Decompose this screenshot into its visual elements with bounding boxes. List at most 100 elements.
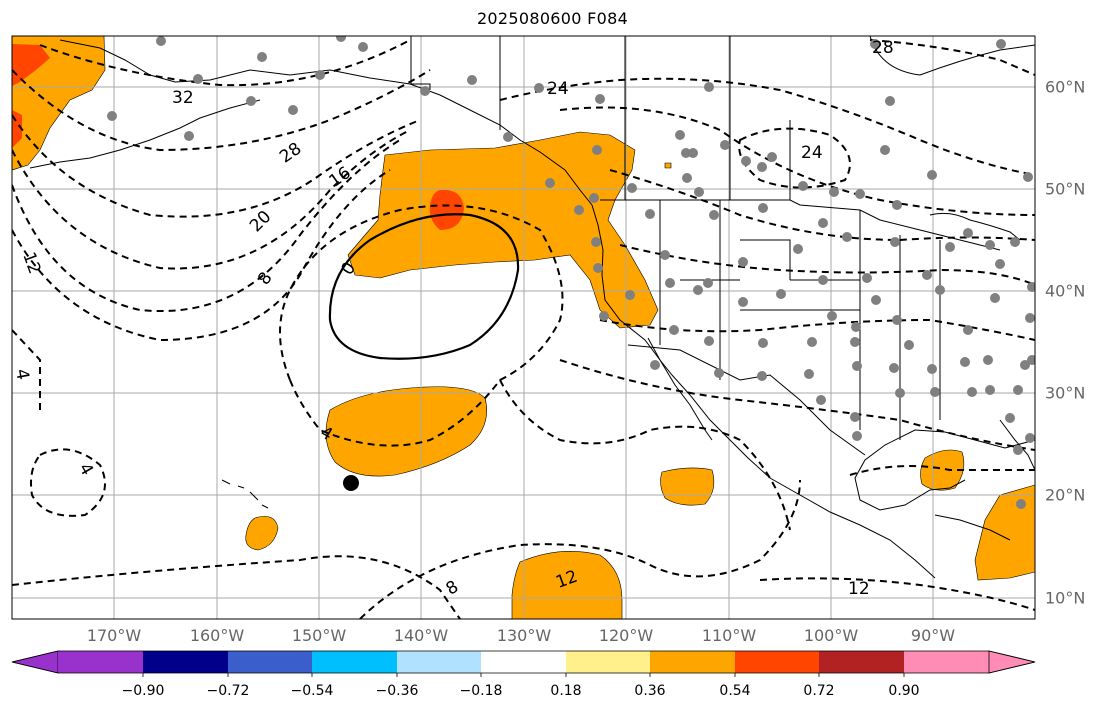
dashed-contours — [12, 39, 1035, 619]
colorbar-tick-label: −0.90 — [121, 683, 165, 699]
colorbar-seg — [312, 651, 397, 673]
lon-label: 90°W — [910, 626, 956, 645]
shade-south-pacific — [511, 551, 623, 619]
province-lines — [499, 36, 791, 200]
colorbar-seg — [58, 651, 143, 673]
colorbar-tick-label: 0.18 — [550, 683, 582, 699]
colorbar-left-extension — [11, 650, 59, 674]
map-title: 2025080600 F084 — [476, 9, 629, 28]
contour-20 — [12, 114, 421, 218]
contour-32 — [39, 39, 411, 87]
colorbar-seg — [397, 651, 481, 673]
shade-baja-offshore — [660, 467, 715, 506]
cuba — [934, 514, 1011, 541]
lat-label: 20°N — [1045, 485, 1086, 505]
station-dots — [107, 36, 1035, 509]
observation-marker — [343, 475, 359, 491]
colorbar-tick-label: 0.54 — [719, 683, 751, 699]
contour-12-east — [619, 244, 1035, 286]
contour-16-east — [609, 169, 1035, 242]
contour-12-west — [12, 139, 401, 312]
contour-zero — [328, 213, 520, 360]
gridlines — [12, 36, 1035, 619]
contour-8-central — [12, 555, 461, 619]
colorbar-seg — [735, 651, 819, 673]
contour-label: 28 — [276, 139, 305, 168]
contour-label: 8 — [254, 269, 277, 289]
lon-label: 110°W — [701, 626, 757, 645]
colorbar-tick-label: −0.36 — [375, 683, 419, 699]
contour-label: 8 — [443, 577, 462, 600]
colorbar-outline — [11, 650, 1036, 674]
colorbar-right-extension — [988, 650, 1036, 674]
colorbar-tick-label: −0.18 — [459, 683, 503, 699]
lat-label: 30°N — [1045, 383, 1086, 403]
colorbar-seg — [819, 651, 904, 673]
shade-gulf — [920, 449, 965, 491]
hudson-bay — [869, 36, 1035, 76]
contour-labels: 32 28 24 24 28 20 16 12 8 4 4 4 8 12 12 … — [11, 38, 894, 600]
shade-caribbean — [974, 484, 1035, 581]
map-plot-area: 32 28 24 24 28 20 16 12 8 4 4 4 8 12 12 … — [11, 36, 1035, 619]
contour-28-east — [869, 39, 1035, 76]
colorbar-tick-label: 0.36 — [634, 683, 666, 699]
colorbar-seg — [481, 651, 566, 673]
contour-label: 24 — [801, 143, 823, 163]
shade-central-pacific — [325, 386, 487, 477]
alaska-canada-border — [410, 36, 431, 90]
coastlines-and-borders — [29, 36, 1035, 579]
contour-24-north — [499, 77, 1035, 176]
hawaii-islands — [221, 479, 269, 509]
lat-label: 10°N — [1045, 588, 1086, 608]
contour-label: 32 — [172, 88, 194, 108]
contour-12-south — [359, 479, 801, 619]
colorbar-tick-label: −0.54 — [290, 683, 334, 699]
contour-24-loop — [738, 127, 851, 189]
shade-hawaii-small — [245, 516, 279, 551]
colorbar-seg — [650, 651, 735, 673]
lon-label: 160°W — [189, 626, 245, 645]
lon-label: 170°W — [86, 626, 142, 645]
aleutian-islands — [29, 99, 261, 169]
lat-label: 60°N — [1045, 77, 1086, 97]
shade-ne-pacific-core — [429, 189, 464, 230]
contour-label: 4 — [11, 367, 33, 381]
contour-label: 4 — [74, 460, 97, 479]
colorbar-seg — [566, 651, 650, 673]
colorbar-seg — [228, 651, 312, 673]
colorbar-tick-label: 0.90 — [888, 683, 920, 699]
contour-8-west — [12, 169, 391, 342]
shade-small-dot — [664, 162, 672, 169]
contour-4-east — [559, 359, 1035, 451]
contour-4-central — [279, 204, 564, 447]
contour-label: 20 — [246, 207, 275, 236]
shade-nw-corner-core — [12, 44, 50, 86]
us-mexico-border — [627, 344, 866, 456]
lon-label: 130°W — [496, 626, 552, 645]
lon-label: 150°W — [291, 626, 347, 645]
contour-8-baja — [499, 379, 791, 531]
lat-label: 50°N — [1045, 179, 1086, 199]
contour-16 — [12, 129, 411, 270]
lat-label: 40°N — [1045, 281, 1086, 301]
lon-label: 120°W — [598, 626, 654, 645]
plot-frame — [11, 35, 1036, 620]
gulf-of-mexico-coast — [854, 429, 1035, 511]
colorbar — [11, 650, 1036, 677]
colorbar-seg — [143, 651, 228, 673]
great-lakes — [929, 212, 1021, 241]
contour-label: 28 — [872, 38, 894, 58]
lon-label: 140°W — [393, 626, 449, 645]
colorbar-ticks — [142, 673, 905, 677]
contour-8-gulf — [849, 465, 1035, 476]
colorbar-tick-label: 0.72 — [803, 683, 835, 699]
colorbar-seg — [904, 651, 989, 673]
contour-28-west — [12, 69, 431, 152]
contour-12-east-south — [759, 577, 1035, 611]
lon-label: 100°W — [803, 626, 859, 645]
baja-peninsula — [647, 337, 713, 441]
contour-20-east — [559, 106, 1035, 216]
contour-label: 12 — [848, 579, 870, 599]
contour-4-loop — [30, 448, 106, 517]
